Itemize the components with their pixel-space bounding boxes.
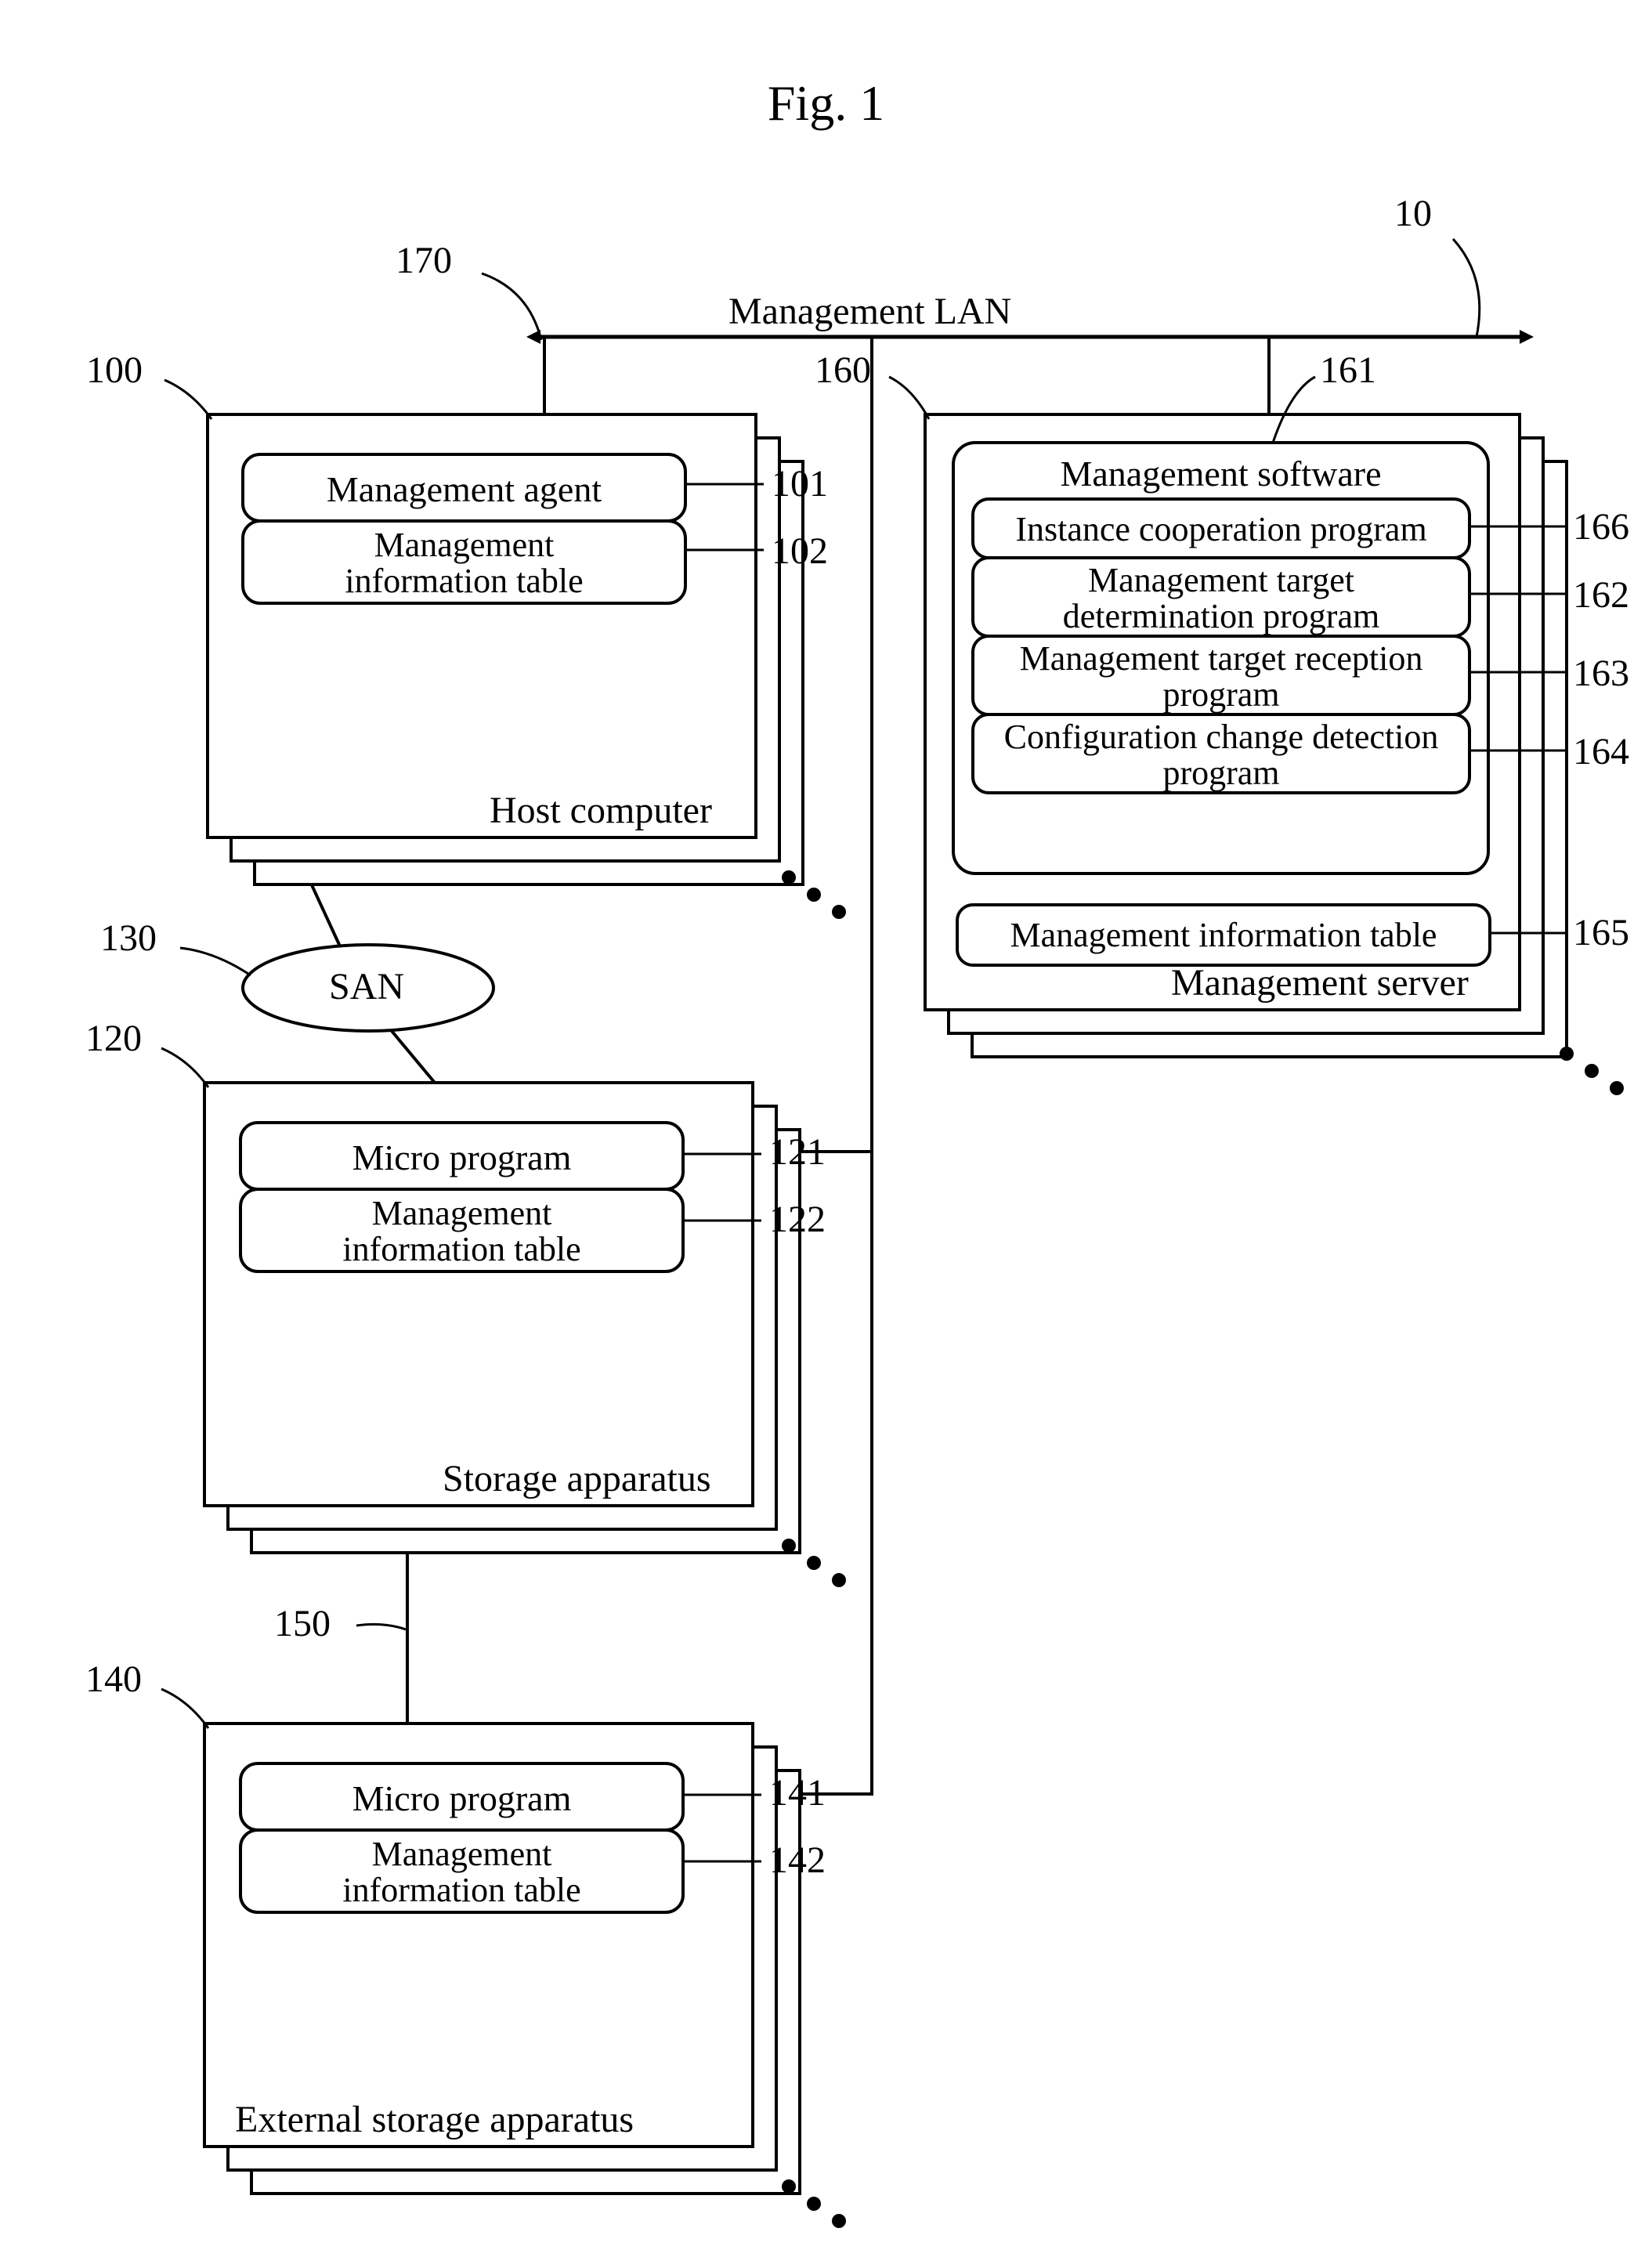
callout-130 — [180, 948, 251, 975]
ref-121: 121 — [769, 1130, 826, 1174]
ref-102: 102 — [772, 530, 828, 573]
ref-130: 130 — [100, 917, 157, 960]
ref-120: 120 — [85, 1017, 142, 1060]
ref-166: 166 — [1573, 505, 1629, 548]
callout-100 — [164, 380, 211, 419]
mgmtsoftware-item-162-label: Management target determination program — [973, 562, 1469, 635]
ellipsis-storage — [782, 1539, 846, 1587]
ref-142: 142 — [769, 1839, 826, 1882]
ref-101: 101 — [772, 462, 828, 505]
storage-title: Storage apparatus — [443, 1457, 711, 1500]
ellipsis-extstorage — [782, 2179, 846, 2228]
ref-163: 163 — [1573, 652, 1629, 695]
callout-140 — [161, 1689, 208, 1728]
ellipsis-host — [782, 870, 846, 919]
extstorage-item-142-label: Management information table — [240, 1836, 683, 1908]
callout-120 — [161, 1048, 208, 1087]
callout-10 — [1453, 239, 1480, 337]
mgmtserver-item-165-label: Management information table — [957, 915, 1490, 955]
ref-162: 162 — [1573, 573, 1629, 617]
ref-100: 100 — [86, 349, 143, 392]
storage-item-121-label: Micro program — [240, 1137, 683, 1178]
ref-161: 161 — [1320, 349, 1376, 392]
mgmtsoftware-item-164-label: Configuration change detection program — [973, 719, 1469, 791]
extstorage-item-141-label: Micro program — [240, 1778, 683, 1819]
storage-item-122-label: Management information table — [240, 1195, 683, 1268]
host-title: Host computer — [490, 789, 712, 832]
ref-150: 150 — [274, 1602, 331, 1645]
lan-end-right — [1520, 330, 1534, 344]
ref-140: 140 — [85, 1658, 142, 1701]
ellipsis-mgmtserver — [1560, 1047, 1624, 1095]
mgmtsoftware-title: Management software — [953, 453, 1488, 494]
callout-150 — [356, 1624, 406, 1629]
mgmtsoftware-item-166-label: Instance cooperation program — [973, 509, 1469, 549]
callout-170 — [482, 273, 541, 340]
host-item-102-label: Management information table — [243, 527, 685, 599]
ref-164: 164 — [1573, 730, 1629, 773]
callout-160 — [889, 377, 929, 419]
conn-san-storage — [392, 1031, 435, 1083]
lan-label: Management LAN — [728, 290, 1011, 333]
san-label: SAN — [329, 965, 404, 1008]
ref-122: 122 — [769, 1198, 826, 1241]
ref-160: 160 — [815, 349, 871, 392]
ref-10: 10 — [1394, 192, 1432, 235]
ref-141: 141 — [769, 1771, 826, 1814]
mgmtsoftware-item-163-label: Management target reception program — [973, 641, 1469, 713]
diagram-svg — [0, 0, 1652, 2257]
extstorage-title: External storage apparatus — [235, 2098, 634, 2141]
ref-170: 170 — [396, 239, 452, 282]
host-item-101-label: Management agent — [243, 468, 685, 510]
mgmtserver-title: Management server — [1171, 961, 1469, 1004]
ref-165: 165 — [1573, 911, 1629, 954]
